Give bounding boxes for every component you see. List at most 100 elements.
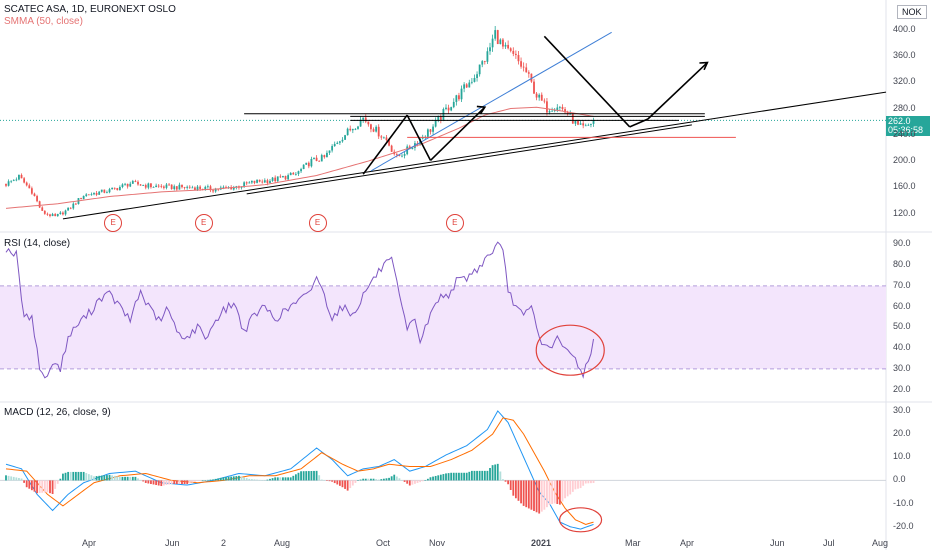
macd-histogram-bar — [235, 476, 238, 481]
candle-body — [72, 203, 75, 209]
macd-histogram-bar — [253, 479, 256, 481]
macd-histogram-bar — [574, 480, 577, 490]
macd-histogram-bar — [183, 480, 186, 484]
macd-histogram-bar — [23, 480, 26, 483]
macd-histogram-bar — [212, 479, 214, 481]
x-tick-label: 2021 — [531, 538, 552, 548]
candle-body — [489, 47, 491, 52]
earnings-marker[interactable]: E — [308, 214, 327, 232]
macd-histogram-bar — [569, 480, 572, 495]
macd-histogram-bar — [587, 480, 590, 484]
candle-body — [18, 174, 20, 180]
macd-histogram-bar — [421, 480, 424, 482]
candle-body — [225, 186, 227, 188]
macd-histogram-bar — [326, 480, 328, 481]
candle-body — [582, 123, 585, 126]
macd-histogram-bar — [38, 480, 41, 493]
candle-body — [514, 53, 517, 56]
candle-body — [261, 181, 264, 183]
macd-histogram-bar — [126, 476, 129, 481]
candle-body — [160, 185, 163, 187]
candle-body — [87, 194, 90, 196]
candle-body — [318, 160, 321, 162]
macd-histogram-bar — [225, 477, 227, 481]
candle-body — [564, 109, 566, 113]
macd-histogram-bar — [274, 477, 277, 481]
candle-body — [80, 198, 82, 200]
macd-histogram-bar — [344, 480, 346, 489]
candle-body — [118, 186, 121, 191]
last-price-value: 262.0 — [888, 116, 911, 126]
macd-histogram-bar — [463, 472, 466, 481]
macd-histogram-bar — [460, 472, 463, 481]
rsi-axis-tick-label: 50.0 — [893, 321, 911, 332]
candle-body — [15, 179, 18, 181]
macd-histogram-bar — [85, 473, 88, 481]
macd-histogram-bar — [245, 478, 248, 481]
candle-body — [82, 195, 85, 200]
candle-body — [426, 129, 429, 137]
candle-body — [470, 81, 473, 83]
macd-histogram-bar — [46, 480, 49, 493]
macd-histogram-bar — [424, 480, 427, 481]
macd-histogram-layer — [5, 463, 595, 514]
macd-histogram-bar — [538, 480, 541, 514]
currency-badge[interactable]: NOK — [897, 5, 927, 19]
macd-histogram-bar — [470, 470, 473, 481]
candle-body — [512, 50, 515, 54]
candle-body — [326, 152, 328, 158]
macd-histogram-bar — [305, 471, 308, 481]
candle-body — [442, 109, 445, 120]
candle-body — [250, 180, 253, 183]
price-axis-tick-label: 320.0 — [893, 76, 916, 87]
candle-body — [5, 184, 7, 186]
candle-body — [98, 191, 101, 195]
earnings-marker[interactable]: E — [104, 214, 123, 232]
candle-body — [157, 185, 160, 187]
macd-histogram-bar — [28, 480, 31, 489]
candle-body — [336, 142, 339, 144]
macd-histogram-bar — [579, 480, 582, 489]
x-tick-label: Jun — [165, 538, 180, 548]
macd-histogram-bar — [564, 480, 566, 499]
candle-body — [90, 194, 93, 196]
candle-body — [56, 214, 59, 217]
price-axis-tick-label: 160.0 — [893, 181, 916, 192]
macd-histogram-bar — [10, 476, 13, 481]
candle-body — [587, 124, 590, 126]
macd-histogram-bar — [43, 480, 46, 493]
macd-histogram-bar — [178, 480, 181, 484]
x-tick-label: Aug — [872, 538, 889, 548]
candle-body — [188, 186, 191, 188]
macd-axis-tick-label: -10.0 — [893, 497, 914, 508]
macd-histogram-bar — [388, 477, 390, 481]
candle-body — [388, 140, 390, 146]
macd-histogram-bar — [230, 476, 233, 481]
macd-histogram-bar — [509, 480, 512, 490]
macd-circle-annotation — [558, 507, 603, 533]
macd-histogram-bar — [439, 474, 442, 481]
macd-histogram-bar — [139, 479, 142, 481]
candle-body — [69, 207, 72, 209]
candle-body — [380, 136, 383, 138]
macd-axis-tick-label: 20.0 — [893, 428, 911, 439]
macd-histogram-bar — [67, 471, 70, 481]
candle-body — [331, 146, 334, 151]
macd-histogram-bar — [414, 480, 416, 484]
candle-body — [502, 39, 504, 47]
candle-body — [7, 181, 10, 186]
macd-histogram-bar — [489, 468, 491, 481]
candle-body — [20, 174, 23, 179]
candle-body — [10, 180, 13, 182]
candle-body — [553, 110, 556, 112]
candle-body — [445, 107, 447, 110]
macd-histogram-bar — [525, 480, 528, 508]
candle-body — [41, 207, 44, 211]
candle-body — [507, 44, 510, 49]
earnings-marker[interactable]: E — [194, 214, 213, 232]
macd-histogram-bar — [336, 480, 339, 485]
candle-body — [357, 126, 359, 129]
candle-body — [300, 169, 302, 172]
earnings-marker[interactable]: E — [445, 214, 464, 232]
